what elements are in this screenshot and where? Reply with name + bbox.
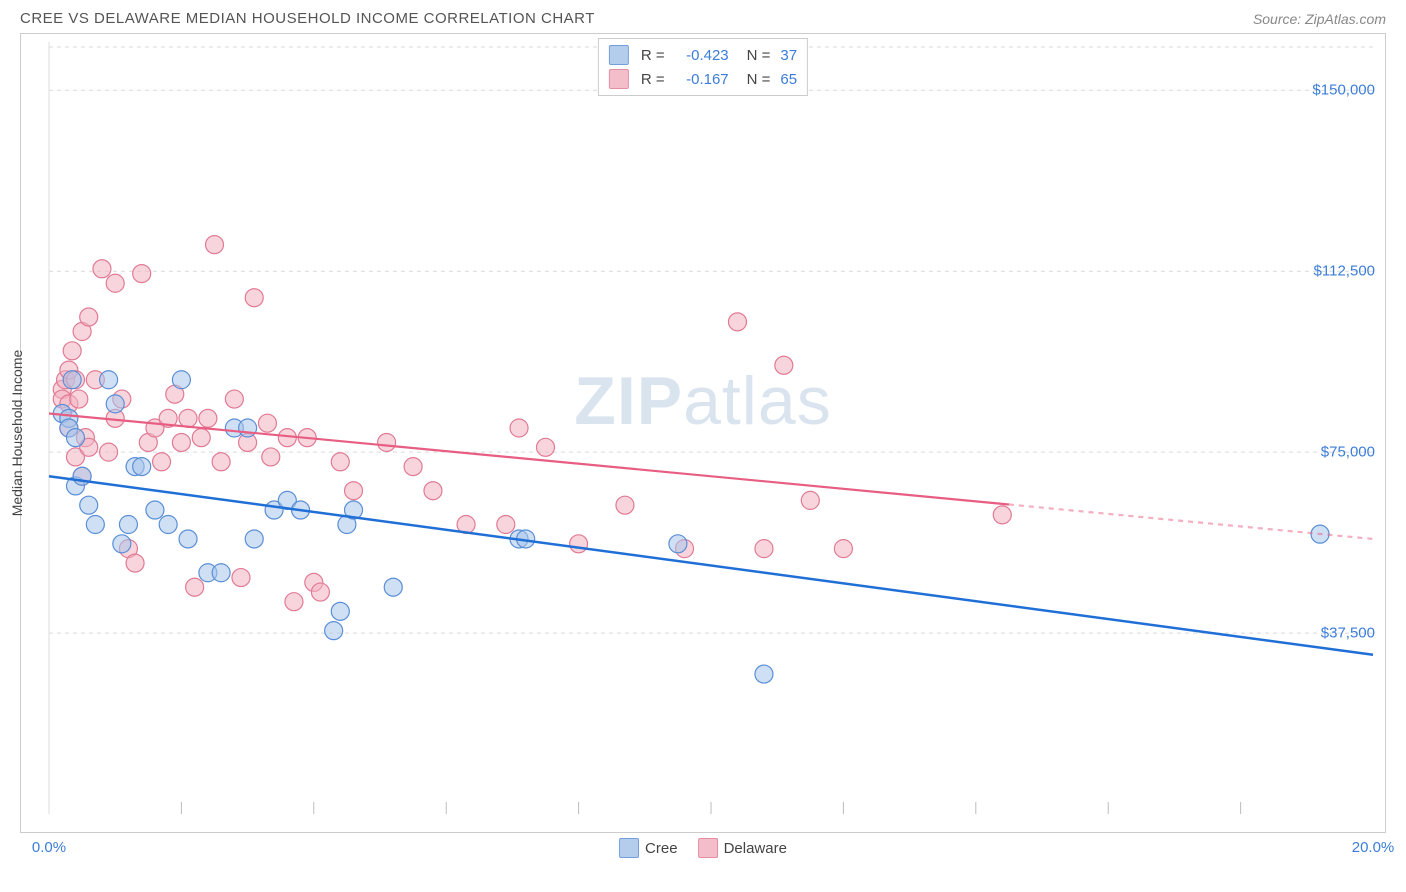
scatter-chart-svg (21, 34, 1385, 832)
y-tick-label: $37,500 (1321, 625, 1375, 642)
y-tick-label: $75,000 (1321, 444, 1375, 461)
n-label: N = (747, 71, 771, 88)
swatch-delaware (609, 69, 629, 89)
r-value-cree: -0.423 (673, 47, 729, 64)
r-label: R = (641, 47, 665, 64)
legend-stats-box: R = -0.423 N = 37 R = -0.167 N = 65 (598, 38, 808, 96)
n-value-delaware: 65 (780, 71, 797, 88)
swatch-cree (609, 45, 629, 65)
n-value-cree: 37 (780, 47, 797, 64)
chart-title: CREE VS DELAWARE MEDIAN HOUSEHOLD INCOME… (20, 10, 595, 27)
chart-source: Source: ZipAtlas.com (1253, 11, 1386, 27)
n-label: N = (747, 47, 771, 64)
legend-stats-delaware: R = -0.167 N = 65 (609, 67, 797, 91)
r-label: R = (641, 71, 665, 88)
chart-area: Median Household Income ZIPatlas R = -0.… (20, 33, 1386, 833)
chart-header: CREE VS DELAWARE MEDIAN HOUSEHOLD INCOME… (0, 0, 1406, 33)
r-value-delaware: -0.167 (673, 71, 729, 88)
footer-spacer (0, 842, 1406, 892)
legend-stats-cree: R = -0.423 N = 37 (609, 43, 797, 67)
y-tick-label: $112,500 (1314, 263, 1375, 280)
y-tick-label: $150,000 (1312, 82, 1375, 99)
